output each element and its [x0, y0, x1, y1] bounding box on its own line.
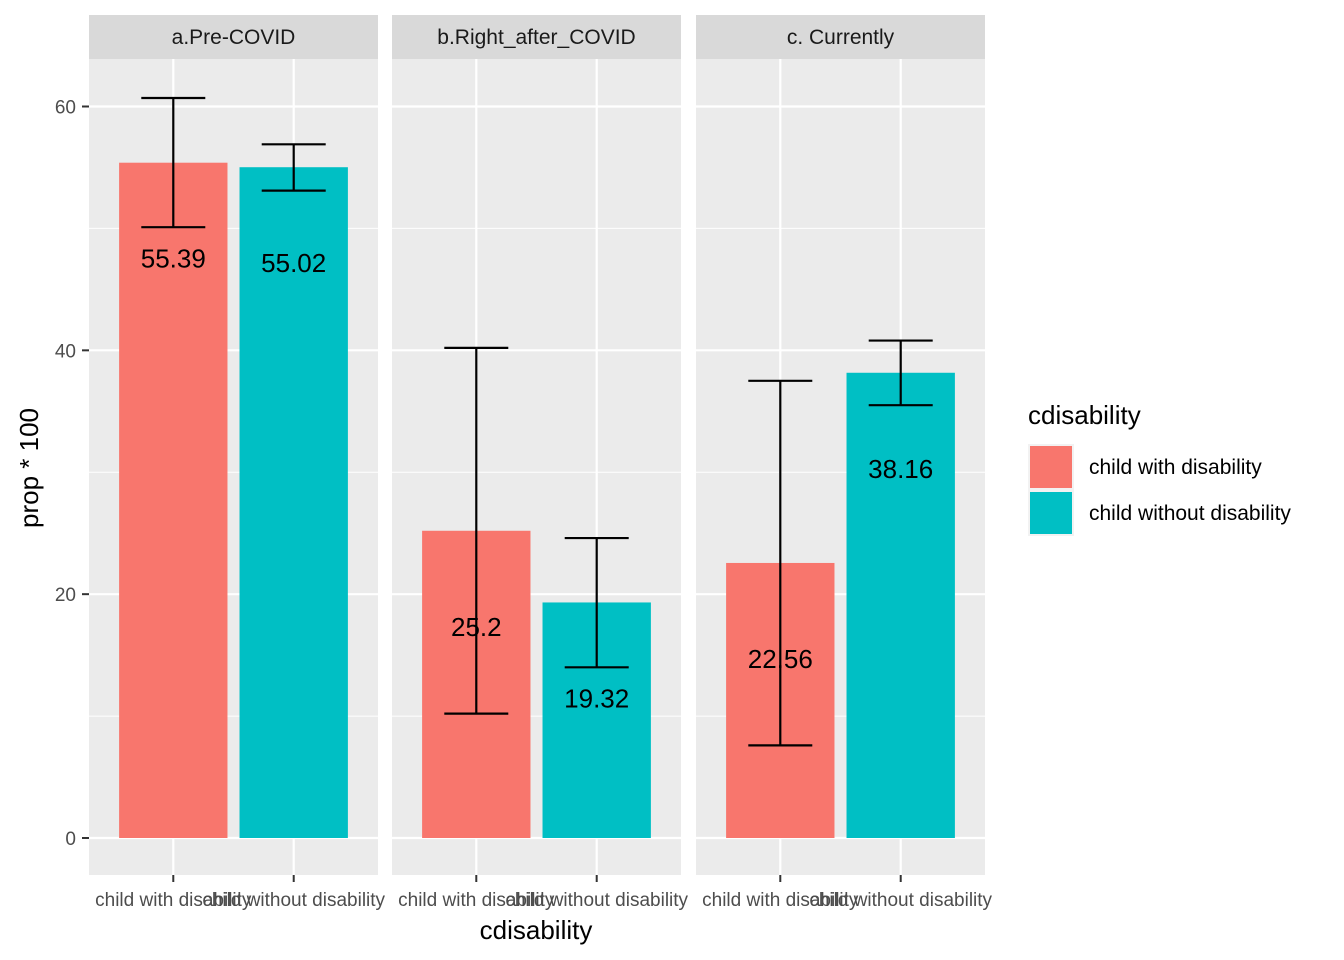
facet-panel: a.Pre-COVID 55.39 55.02 child with disabili…: [89, 15, 386, 911]
facet-panel: b.Right_after_COVID 25.2 19.32 child with d…: [392, 15, 689, 911]
legend-label: child without disability: [1089, 502, 1291, 525]
y-axis-title: prop * 100: [14, 408, 44, 528]
error-bar: [868, 339, 933, 407]
y-tick-label: 60: [55, 98, 76, 119]
error-bar: [261, 143, 326, 192]
bar-value-label: 19.32: [564, 683, 629, 713]
facet-strip-label: b.Right_after_COVID: [437, 26, 635, 49]
facet-strip: [89, 15, 378, 59]
x-tick-label: child without disability: [202, 890, 385, 911]
legend: cdisability child with disability child w…: [1028, 400, 1291, 536]
x-tick-label: child without disability: [505, 890, 688, 911]
bar: [119, 162, 228, 838]
x-tick-label: child with disability: [702, 890, 859, 911]
legend-title: cdisability: [1028, 400, 1141, 430]
x-tick-label: child without disability: [809, 890, 992, 911]
legend-label: child with disability: [1089, 456, 1262, 479]
facet-strip-label: c. Currently: [787, 26, 895, 49]
y-tick-label: 20: [55, 585, 76, 606]
x-axis-title: cdisability: [480, 915, 593, 945]
facet-strip: [696, 15, 985, 59]
bar-value-label: 55.02: [261, 248, 326, 278]
facet-strip: [392, 15, 681, 59]
bar-value-label: 22.56: [748, 644, 813, 674]
error-bar: [564, 536, 629, 669]
facet-strip-label: a.Pre-COVID: [172, 26, 296, 49]
bar: [239, 167, 348, 839]
legend-key: [1030, 492, 1072, 534]
error-bar: [748, 379, 813, 747]
facet-panel: c. Currently 22.56 38.16 child with disabil…: [696, 15, 993, 911]
x-tick-label: child with disability: [398, 890, 555, 911]
x-tick-label: child with disability: [95, 890, 252, 911]
y-axis: 0 20 40 60: [55, 98, 89, 850]
bar-value-label: 38.16: [868, 454, 933, 484]
legend-item: child with disability: [1028, 444, 1262, 490]
legend-item: child without disability: [1028, 490, 1291, 536]
bar-value-label: 25.2: [451, 612, 502, 642]
error-bar: [444, 346, 509, 715]
y-tick-label: 40: [55, 341, 76, 362]
y-tick-label: 0: [65, 829, 76, 850]
bar: [846, 372, 955, 838]
legend-key: [1030, 446, 1072, 488]
facet-panels: a.Pre-COVID 55.39 55.02 child with disabili…: [89, 15, 993, 911]
bar-value-label: 55.39: [141, 244, 206, 274]
error-bar: [141, 96, 206, 229]
